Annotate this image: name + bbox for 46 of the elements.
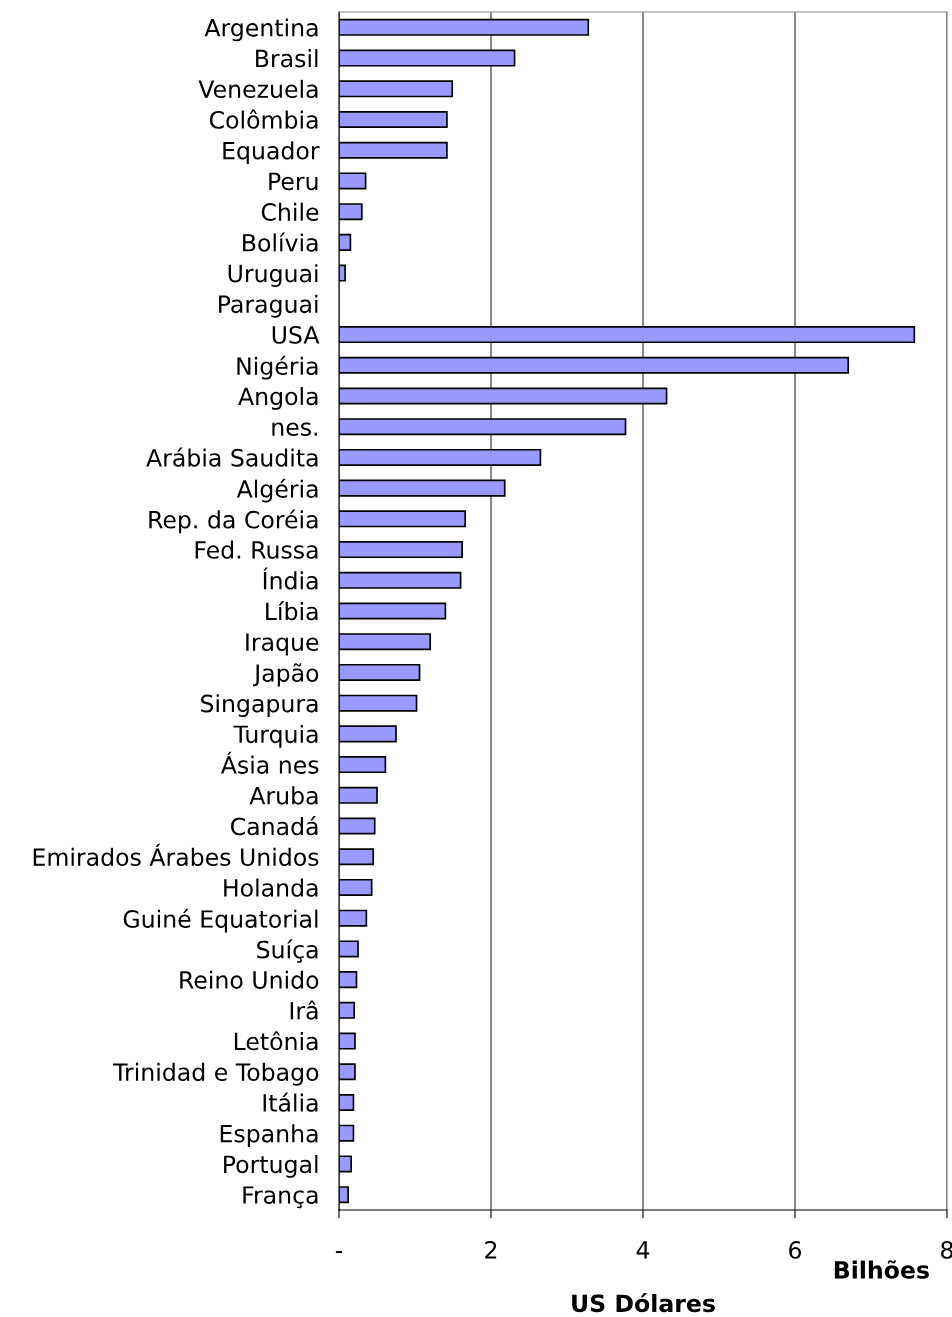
y-tick-label: Algéria [236,478,318,503]
y-tick-label: Brasil [256,49,318,68]
y-tick-label: Ásia nes [220,751,319,774]
y-tick-label: França [243,1186,318,1209]
y-tick-label: Suíça [257,939,318,963]
y-tick-label: Argentina [204,18,318,42]
y-tick-label: Letônia [234,1031,318,1051]
y-tick-label: Espanha [220,1124,318,1148]
y-tick-label: Líbia [266,601,318,621]
y-tick-label: Holanda [224,878,318,897]
y-tick-label: Angola [238,387,318,410]
y-tick-label: Nigéria [237,355,318,380]
x-tick-label: - [335,1251,343,1253]
y-tick-label: Índia [263,567,318,590]
y-tick-label: Equador [223,141,320,165]
y-tick-label: Irâ [290,1000,318,1020]
y-tick-label: Turquia [233,724,318,748]
x-tick-label: 4 [636,1241,650,1259]
x-axis-title: US Dólares [572,1293,715,1313]
y-tick-label: Emirados Árabes Unidos [33,843,319,867]
y-tick-label: Rep. da Coréia [149,509,318,534]
y-tick-label: Itália [263,1092,318,1112]
y-tick-label: nes. [272,422,318,436]
y-tick-label: Iraque [246,633,319,656]
y-tick-label: Uruguai [228,264,318,287]
y-tick-label: Trinidad e Tobago [113,1062,319,1086]
x-tick-label: 2 [485,1240,497,1259]
y-tick-label: Fed. Russa [195,540,318,559]
y-tick-label: Arábia Saudita [146,447,318,467]
x-tick-label: 6 [789,1240,802,1259]
y-tick-label: Bolívia [243,232,318,252]
x-tick-label: 8 [941,1240,952,1259]
y-tick-label: Paraguai [219,294,318,318]
text: Bilhões [834,1260,929,1279]
y-tick-label: Aruba [249,786,318,805]
y-tick-label: Portugal [224,1154,318,1178]
y-tick-label: Chile [261,202,319,221]
y-tick-label: Reino Unido [180,970,319,989]
y-tick-label: Colômbia [209,109,318,129]
y-tick-label: Japão [252,663,319,687]
y-tick-label: Guiné Equatorial [123,908,318,933]
y-tick-label: Singapura [201,694,318,718]
y-tick-label: USA [272,325,320,344]
y-tick-label: Venezuela [198,79,318,99]
y-tick-label: Canadá [231,816,318,836]
y-tick-label: Peru [269,172,318,191]
